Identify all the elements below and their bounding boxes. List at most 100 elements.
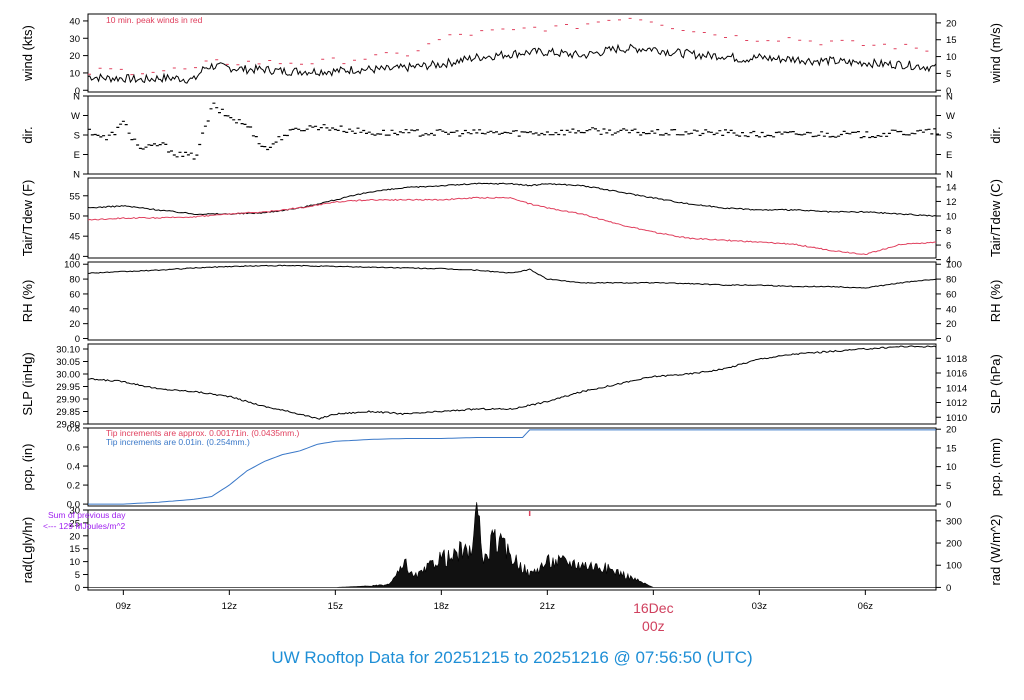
y2-tick-label: 8 xyxy=(946,226,951,237)
y-tick-label: 5 xyxy=(75,570,80,581)
x-tick-label: 21z xyxy=(540,601,556,612)
y-tick-label: 0.6 xyxy=(67,443,80,454)
x-tick-label: 09z xyxy=(116,601,132,612)
y-axis-label: rad(Lgly/hr) xyxy=(20,517,35,583)
y-tick-label: 0 xyxy=(75,334,80,345)
y2-axis-label: RH (%) xyxy=(988,280,1003,323)
y2-tick-label: 4 xyxy=(946,255,951,266)
y2-tick-label: 15 xyxy=(946,35,957,46)
date-label-time: 00z xyxy=(642,618,665,634)
y2-tick-label: E xyxy=(946,150,952,161)
y-tick-label: 10 xyxy=(69,557,80,568)
panel-2: 40 45 50 55 4 6 8 10 12 14 Tair/Tdew (F) Tair/Tdew … xyxy=(20,177,1003,266)
y-tick-label: N xyxy=(73,92,80,103)
y2-tick-label: 15 xyxy=(946,443,957,454)
wind-direction-marks xyxy=(88,102,939,160)
y-tick-label: 0.8 xyxy=(67,424,80,435)
title-sep: to xyxy=(514,648,529,667)
y2-tick-label: 60 xyxy=(946,289,957,300)
series-peak-marks xyxy=(88,17,929,76)
y2-tick-label: 100 xyxy=(946,561,962,572)
y2-axis-label: rad (W/m^2) xyxy=(988,514,1003,585)
y2-tick-label: 1010 xyxy=(946,413,967,424)
date-label-day: 16Dec xyxy=(633,600,673,616)
y2-tick-label: 40 xyxy=(946,304,957,315)
chart-title: UW Rooftop Data for 20251215 to 20251216… xyxy=(0,648,1024,668)
y-axis-label: RH (%) xyxy=(20,280,35,323)
x-tick-label: 06z xyxy=(858,601,874,612)
y2-axis-label: SLP (hPa) xyxy=(988,354,1003,414)
y-axis-label: SLP (inHg) xyxy=(20,352,35,415)
y-tick-label: 55 xyxy=(69,191,80,202)
y2-tick-label: N xyxy=(946,170,953,181)
x-tick-label: 18z xyxy=(434,601,450,612)
rad-annotation-2: <--- 129 MJoules/m^2 xyxy=(43,521,125,531)
y-axis-label: pcp. (in) xyxy=(20,444,35,491)
y-tick-label: 0.2 xyxy=(67,481,80,492)
series-line-0 xyxy=(88,264,937,289)
y-tick-label: 0 xyxy=(75,583,80,594)
wind-annotation: 10 min. peak winds in red xyxy=(106,15,203,25)
y2-tick-label: 200 xyxy=(946,539,962,550)
panel-frame xyxy=(87,509,937,591)
y-tick-label: 10 xyxy=(69,68,80,79)
y2-tick-label: 300 xyxy=(946,516,962,527)
panel-frame xyxy=(87,261,937,341)
y-tick-label: 60 xyxy=(69,289,80,300)
y2-tick-label: 10 xyxy=(946,462,957,473)
panel-frame xyxy=(87,13,937,93)
y2-tick-label: 1016 xyxy=(946,369,967,380)
y2-tick-label: 0 xyxy=(946,334,951,345)
y2-tick-label: 20 xyxy=(946,425,957,436)
y2-tick-label: 6 xyxy=(946,241,951,252)
y-tick-label: 0.0 xyxy=(67,500,80,511)
series-line-1 xyxy=(87,196,937,256)
series-line-0 xyxy=(87,182,937,217)
panel-5: 0.0 0.2 0.4 0.6 0.8 0 5 10 15 20 pcp. (in) pcp. (mm… xyxy=(20,424,1003,511)
y-tick-label: 50 xyxy=(69,211,80,222)
y2-tick-label: 100 xyxy=(946,260,962,271)
panel-frame xyxy=(87,177,937,259)
y-tick-label: 45 xyxy=(69,232,80,243)
y-tick-label: 29.90 xyxy=(56,395,80,406)
y2-axis-label: wind (m/s) xyxy=(988,23,1003,84)
y2-tick-label: 10 xyxy=(946,52,957,63)
y-tick-label: 40 xyxy=(69,304,80,315)
y2-axis-label: pcp. (mm) xyxy=(988,438,1003,497)
y-tick-label: S xyxy=(74,131,80,142)
y-tick-label: 30.00 xyxy=(56,370,80,381)
y2-tick-label: 20 xyxy=(946,18,957,29)
y-tick-label: 30.05 xyxy=(56,357,80,368)
y-tick-label: 100 xyxy=(64,260,80,271)
y-tick-label: 20 xyxy=(69,319,80,330)
series-line-0 xyxy=(87,345,937,420)
y2-axis-label: dir. xyxy=(988,126,1003,143)
y2-tick-label: 1018 xyxy=(946,354,967,365)
panel-frame xyxy=(87,343,937,425)
y-tick-label: 80 xyxy=(69,275,80,286)
y2-tick-label: 5 xyxy=(946,69,951,80)
radiation-area xyxy=(87,502,937,588)
y2-tick-label: 10 xyxy=(946,211,957,222)
y2-tick-label: 0 xyxy=(946,583,951,594)
series-line-0 xyxy=(87,43,937,84)
y-tick-label: 40 xyxy=(69,252,80,263)
y-axis-label: dir. xyxy=(20,126,35,143)
y-tick-label: 20 xyxy=(69,531,80,542)
panel-3: 0 20 40 60 80 100 0 20 40 60 80 100 RH (%) RH (%) xyxy=(20,260,1003,345)
y2-tick-label: 5 xyxy=(946,481,951,492)
y-tick-label: 20 xyxy=(69,51,80,62)
y-tick-label: E xyxy=(74,150,80,161)
y2-tick-label: 0 xyxy=(946,500,951,511)
y-tick-label: 25 xyxy=(69,518,80,529)
y2-tick-label: 12 xyxy=(946,197,957,208)
y2-tick-label: 1012 xyxy=(946,398,967,409)
series-line-0 xyxy=(88,429,936,505)
y-tick-label: 29.80 xyxy=(56,420,80,431)
x-tick-label: 15z xyxy=(328,601,344,612)
panel-0: 0 10 20 30 40 0 5 10 15 20 wind (kts) wind (m/s) 10 … xyxy=(20,13,1003,97)
title-prefix: UW Rooftop Data for xyxy=(271,648,430,667)
